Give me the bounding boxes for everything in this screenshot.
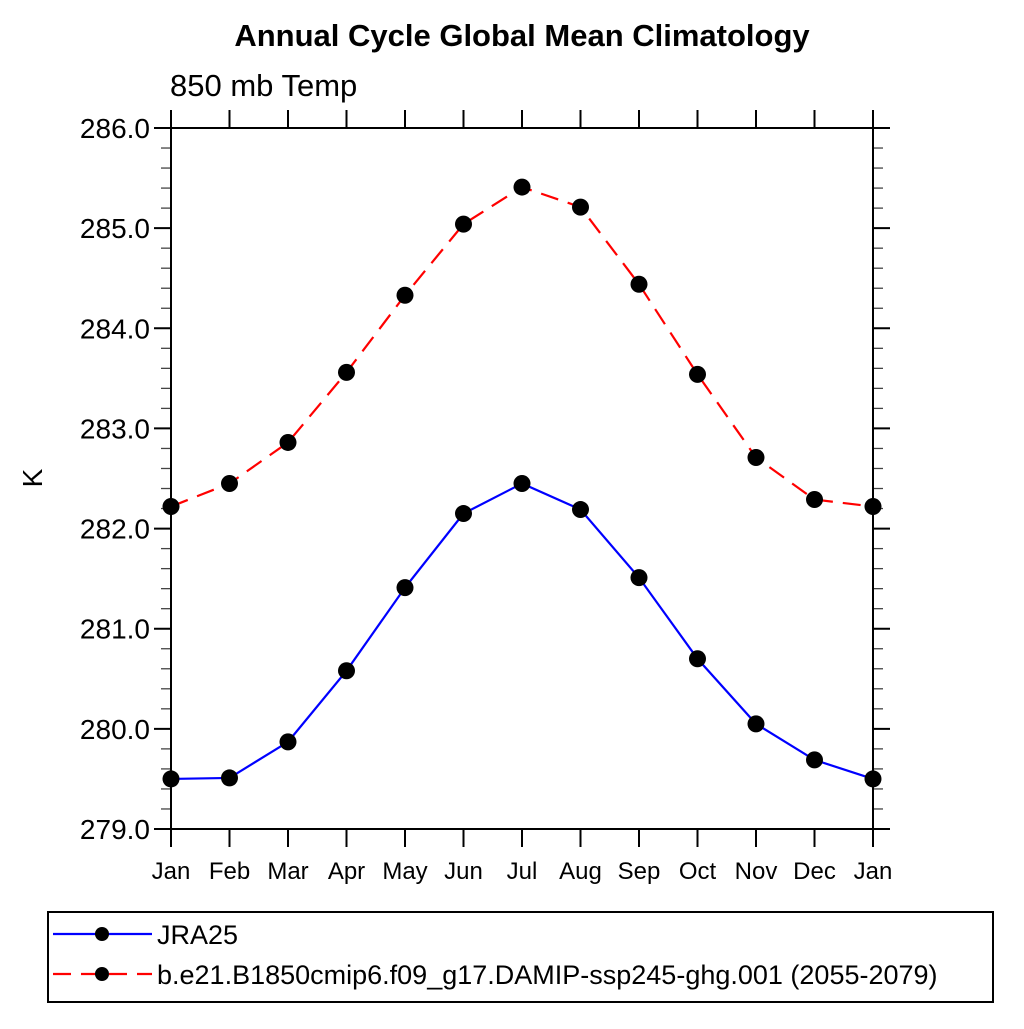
- x-tick-label: Jun: [444, 858, 483, 885]
- legend-item: JRA25: [53, 920, 238, 950]
- y-tick-label: 285.0: [80, 213, 150, 244]
- data-point-s1: [455, 215, 472, 233]
- legend-border: [47, 911, 994, 1003]
- x-tick-label: Sep: [618, 858, 661, 885]
- series-layer: [162, 178, 882, 788]
- y-tick-label: 284.0: [80, 313, 150, 344]
- data-point-s1: [338, 363, 355, 381]
- y-tick-label: 281.0: [80, 614, 150, 645]
- data-point-s0: [747, 715, 765, 733]
- data-point-s0: [455, 505, 472, 523]
- x-axis-ticks: Jan Feb Mar Apr May Jun Jul Aug Sep Oct Nov Dec Jan: [152, 110, 893, 885]
- data-point-s1: [513, 178, 531, 196]
- x-tick-label: Dec: [793, 858, 836, 885]
- x-tick-label: Mar: [267, 858, 308, 885]
- legend-item: b.e21.B1850cmip6.f09_g17.DAMIP-ssp245-gh…: [53, 960, 938, 990]
- x-tick-label: Jan: [152, 858, 191, 885]
- chart-left-subtitle: 850 mb Temp: [170, 68, 357, 103]
- y-tick-label: 283.0: [80, 413, 150, 444]
- chart-title: Annual Cycle Global Mean Climatology: [234, 18, 810, 53]
- x-tick-label: Oct: [679, 858, 717, 885]
- data-point-s1: [689, 365, 706, 383]
- data-point-s0: [572, 501, 589, 519]
- y-axis-ticks: 279.0 280.0 281.0 282.0 283.0 284.0 285.0 286.0: [80, 113, 890, 845]
- plot-area-border: [170, 127, 874, 830]
- legend-marker: [95, 927, 109, 941]
- data-point-s0: [279, 733, 297, 751]
- x-tick-label: Nov: [735, 858, 778, 885]
- x-tick-label: Jan: [854, 858, 893, 885]
- data-point-s0: [806, 751, 823, 769]
- data-point-s0: [221, 769, 238, 787]
- x-tick-label: Apr: [328, 858, 365, 885]
- x-tick-label: May: [382, 858, 427, 885]
- legend-marker: [95, 967, 109, 981]
- data-point-s0: [689, 650, 706, 668]
- data-point-s0: [630, 569, 648, 587]
- data-point-s0: [513, 475, 531, 493]
- series-line-1: [170, 185, 874, 508]
- data-point-s1: [396, 286, 414, 304]
- x-tick-label: Jul: [507, 858, 538, 885]
- legend-label: JRA25: [157, 920, 238, 950]
- y-tick-label: 286.0: [80, 113, 150, 144]
- y-tick-label: 282.0: [80, 514, 150, 545]
- x-tick-label: Aug: [559, 858, 602, 885]
- data-point-s1: [279, 433, 297, 451]
- legend-label: b.e21.B1850cmip6.f09_g17.DAMIP-ssp245-gh…: [157, 960, 938, 990]
- y-tick-label: 280.0: [80, 714, 150, 745]
- data-point-s1: [572, 198, 589, 216]
- legend-box: JRA25 b.e21.B1850cmip6.f09_g17.DAMIP-ssp2…: [47, 911, 994, 1003]
- data-point-s1: [221, 475, 238, 493]
- series-line-0: [170, 482, 874, 781]
- data-point-s0: [396, 579, 414, 597]
- data-point-s1: [630, 275, 648, 293]
- data-point-s1: [806, 491, 823, 509]
- data-point-s0: [338, 662, 355, 680]
- y-tick-label: 279.0: [80, 814, 150, 845]
- data-point-s1: [747, 448, 765, 466]
- x-tick-label: Feb: [209, 858, 250, 885]
- y-axis-label: K: [17, 468, 48, 487]
